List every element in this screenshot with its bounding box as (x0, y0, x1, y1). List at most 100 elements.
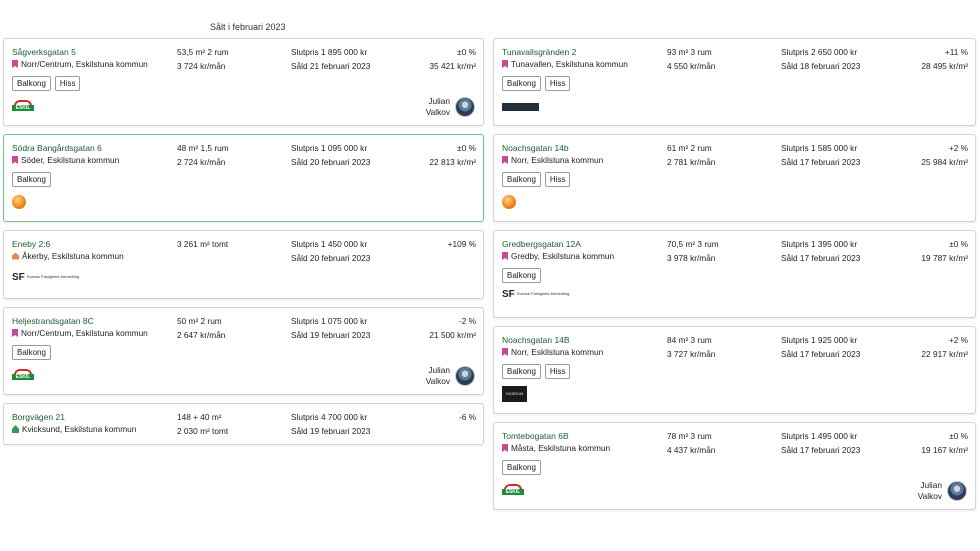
eskil-logo[interactable]: ESKIL (502, 484, 524, 496)
listing-sold-date: Såld 17 februari 2023 (781, 253, 861, 263)
price-change: ±0 % (949, 431, 968, 441)
price-change: +2 % (948, 143, 968, 153)
listing-fee: 3 978 kr/mån (667, 253, 716, 263)
listing-price: Slutpris 2 650 000 kr (781, 47, 858, 57)
tag-hiss: Hiss (544, 76, 571, 91)
listing-address[interactable]: Noachsgatan 14B (502, 335, 570, 345)
price-per-sqm: 25 984 kr/m² (921, 157, 968, 167)
listing-address[interactable]: Eneby 2:6 (12, 239, 51, 249)
listing-location: Kvicksund, Eskilstuna kommun (12, 424, 136, 434)
listing-address[interactable]: Södra Bangårdsgatan 6 (12, 143, 102, 153)
listing-card[interactable]: Eneby 2:6 Åkerby, Eskilstuna kommun 3 26… (3, 230, 484, 299)
apartment-icon (502, 252, 508, 260)
listing-address[interactable]: Borgvägen 21 (12, 412, 65, 422)
listing-location: Gredby, Eskilstuna kommun (502, 251, 614, 261)
listing-fee: 3 727 kr/mån (667, 349, 716, 359)
orange-logo[interactable] (12, 195, 26, 209)
agent-avatar (947, 481, 967, 501)
price-per-sqm: 22 917 kr/m² (921, 349, 968, 359)
agent[interactable]: Julian Valkov (426, 96, 475, 118)
agent-avatar (455, 366, 475, 386)
agent[interactable]: Julian Valkov (426, 365, 475, 387)
eskil-logo[interactable]: ESKIL (12, 100, 34, 112)
tag-list: Balkong Hiss (12, 76, 81, 91)
price-change: +109 % (447, 239, 476, 249)
tag-balkong: Balkong (502, 172, 541, 187)
listing-price: Slutpris 4 700 000 kr (291, 412, 368, 422)
tag-balkong: Balkong (502, 76, 541, 91)
listing-fee: 3 724 kr/mån (177, 61, 226, 71)
agent-avatar (455, 97, 475, 117)
dark-logo[interactable] (502, 103, 539, 111)
listing-sold-date: Såld 17 februari 2023 (781, 349, 861, 359)
listing-area: 78 m² 3 rum (667, 431, 712, 441)
sf-logo[interactable]: SF Svensk Fastighets förmedling (12, 272, 80, 283)
listing-card[interactable]: Tunavallsgränden 2 Tunavallen, Eskilstun… (493, 38, 976, 126)
apartment-icon (502, 444, 508, 452)
tag-list: Balkong (502, 460, 541, 475)
price-per-sqm: 19 787 kr/m² (921, 253, 968, 263)
price-change: ±0 % (949, 239, 968, 249)
listing-location: Norr/Centrum, Eskilstuna kommun (12, 59, 148, 69)
listing-address[interactable]: Heljestrandsgatan 8C (12, 316, 94, 326)
tag-balkong: Balkong (12, 76, 51, 91)
listing-plot: 2 030 m² tomt (177, 426, 229, 436)
listing-card[interactable]: Södra Bangårdsgatan 6 Söder, Eskilstuna … (3, 134, 484, 222)
listing-card[interactable]: Sågverksgatan 5 Norr/Centrum, Eskilstuna… (3, 38, 484, 126)
listing-area: 93 m² 3 rum (667, 47, 712, 57)
listing-sold-date: Såld 20 februari 2023 (291, 253, 371, 263)
listing-area: 84 m² 3 rum (667, 335, 712, 345)
tag-balkong: Balkong (502, 268, 541, 283)
listing-price: Slutpris 1 395 000 kr (781, 239, 858, 249)
tag-balkong: Balkong (502, 364, 541, 379)
tag-hiss: Hiss (54, 76, 81, 91)
left-column: Sågverksgatan 5 Norr/Centrum, Eskilstuna… (3, 38, 484, 453)
price-change: -2 % (458, 316, 476, 326)
listing-sold-date: Såld 19 februari 2023 (291, 426, 371, 436)
listing-location: Norr, Eskilstuna kommun (502, 155, 603, 165)
listing-address[interactable]: Noachsgatan 14b (502, 143, 569, 153)
husrum-logo[interactable]: HUSRUM (502, 386, 527, 402)
listing-sold-date: Såld 19 februari 2023 (291, 330, 371, 340)
house-icon (12, 252, 19, 260)
listing-price: Slutpris 1 450 000 kr (291, 239, 368, 249)
right-column: Tunavallsgränden 2 Tunavallen, Eskilstun… (493, 38, 976, 518)
listing-location: Norr/Centrum, Eskilstuna kommun (12, 328, 148, 338)
listing-area: 53,5 m² 2 rum (177, 47, 229, 57)
listing-sold-date: Såld 21 februari 2023 (291, 61, 371, 71)
listing-address[interactable]: Sågverksgatan 5 (12, 47, 76, 57)
listing-address[interactable]: Gredbergsgatan 12A (502, 239, 581, 249)
listing-sold-date: Såld 17 februari 2023 (781, 445, 861, 455)
listing-area: 3 261 m² tomt (177, 239, 229, 249)
listing-fee: 4 437 kr/mån (667, 445, 716, 455)
listing-location: Norr, Eskilstuna kommun (502, 347, 603, 357)
apartment-icon (12, 329, 18, 337)
agent[interactable]: Julian Valkov (918, 480, 967, 502)
listing-card[interactable]: Noachsgatan 14b Norr, Eskilstuna kommun … (493, 134, 976, 222)
apartment-icon (12, 156, 18, 164)
villa-icon (12, 425, 19, 433)
listing-price: Slutpris 1 585 000 kr (781, 143, 858, 153)
orange-logo[interactable] (502, 195, 516, 209)
price-change: ±0 % (457, 143, 476, 153)
sf-logo[interactable]: SF Svensk Fastighets förmedling (502, 289, 570, 300)
listing-fee: 4 550 kr/mån (667, 61, 716, 71)
tag-balkong: Balkong (12, 172, 51, 187)
listing-card[interactable]: Borgvägen 21 Kvicksund, Eskilstuna kommu… (3, 403, 484, 445)
price-change: +11 % (944, 47, 968, 57)
listing-address[interactable]: Tomtebogatan 6B (502, 431, 569, 441)
listing-card[interactable]: Noachsgatan 14B Norr, Eskilstuna kommun … (493, 326, 976, 414)
tag-list: Balkong (12, 345, 51, 360)
listing-sold-date: Såld 17 februari 2023 (781, 157, 861, 167)
tag-list: Balkong (502, 268, 541, 283)
price-per-sqm: 21 500 kr/m² (429, 330, 476, 340)
eskil-logo[interactable]: ESKIL (12, 369, 34, 381)
listing-card[interactable]: Gredbergsgatan 12A Gredby, Eskilstuna ko… (493, 230, 976, 318)
tag-hiss: Hiss (544, 172, 571, 187)
price-per-sqm: 22 813 kr/m² (429, 157, 476, 167)
listing-address[interactable]: Tunavallsgränden 2 (502, 47, 577, 57)
listing-price: Slutpris 1 495 000 kr (781, 431, 858, 441)
listing-card[interactable]: Tomtebogatan 6B Måsta, Eskilstuna kommun… (493, 422, 976, 510)
listing-card[interactable]: Heljestrandsgatan 8C Norr/Centrum, Eskil… (3, 307, 484, 395)
tag-balkong: Balkong (12, 345, 51, 360)
